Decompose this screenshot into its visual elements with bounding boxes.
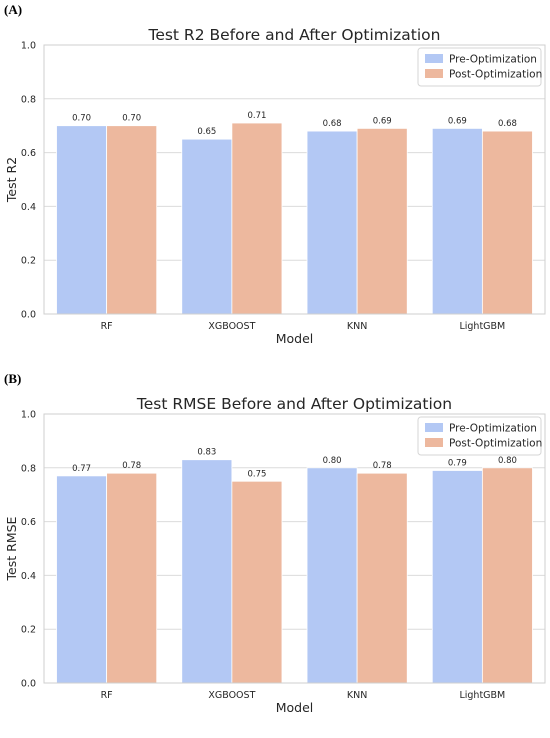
bar-pre-optimization	[56, 475, 108, 684]
bar-value-label: 0.70	[122, 114, 141, 124]
bar-value-label: 0.83	[197, 448, 216, 458]
y-tick-label: 0.6	[21, 148, 36, 159]
bar-post-optimization	[481, 130, 533, 315]
x-tick-label: LightGBM	[459, 690, 505, 701]
plot-frame	[43, 413, 546, 684]
legend-label: Pre-Optimization	[449, 423, 537, 435]
y-tick-label: 1.0	[21, 41, 36, 52]
legend-swatch-pre	[425, 54, 443, 63]
legend-label: Post-Optimization	[449, 69, 542, 81]
x-axis-label: Model	[276, 331, 314, 346]
bar-value-label: 0.70	[72, 114, 91, 124]
legend-label: Post-Optimization	[449, 438, 542, 450]
x-tick-label: XGBOOST	[208, 321, 255, 332]
bar-pre-optimization	[181, 138, 233, 315]
bar-value-label: 0.68	[323, 119, 342, 129]
y-tick-label: 0.6	[21, 517, 36, 528]
bar-value-label: 0.71	[247, 111, 266, 121]
bar-pre-optimization	[431, 470, 483, 684]
legend-swatch-post	[425, 69, 443, 78]
legend-swatch-pre	[425, 423, 443, 432]
y-tick-label: 0.8	[21, 463, 36, 474]
chart-rmse: 0.0 0.2 0.4 0.6 0.8 1.0 0.77 0.78 RF 0.83 0.75 XGBO…	[4, 395, 546, 715]
bar-value-label: 0.78	[122, 461, 141, 471]
y-tick-label: 0.4	[21, 202, 36, 213]
legend: Pre-Optimization Post-Optimization	[417, 416, 542, 456]
bar-value-label: 0.80	[498, 456, 517, 466]
x-tick-label: RF	[101, 321, 113, 332]
chart-title: Test R2 Before and After Optimization	[147, 26, 440, 44]
bar-pre-optimization	[56, 125, 108, 315]
x-tick-label: RF	[101, 690, 113, 701]
bar-pre-optimization	[431, 127, 483, 315]
panel-label: (A)	[4, 2, 23, 17]
plot-frame	[43, 44, 546, 315]
bar-post-optimization	[356, 127, 408, 315]
legend-box	[417, 416, 542, 456]
y-tick-label: 0.0	[21, 310, 36, 321]
y-tick-label: 0.4	[21, 571, 36, 582]
panel-label: (B)	[4, 371, 22, 386]
bar-post-optimization	[106, 125, 158, 315]
legend-box	[417, 47, 542, 87]
panel-b: 0.0 0.2 0.4 0.6 0.8 1.0 0.77 0.78 RF 0.83 0.75 XGBO…	[0, 369, 550, 738]
bar-post-optimization	[356, 472, 408, 684]
y-tick-label: 0.2	[21, 256, 36, 267]
bar-value-label: 0.69	[448, 116, 467, 126]
y-axis-label: Test R2	[4, 157, 19, 203]
legend-label: Pre-Optimization	[449, 54, 537, 66]
y-tick-label: 0.2	[21, 625, 36, 636]
bar-value-label: 0.77	[72, 464, 91, 474]
y-axis-label: Test RMSE	[4, 516, 19, 581]
panel-a: 0.0 0.2 0.4 0.6 0.8 1.0 0.70 0.70 RF 0.65 0.71 XGBO…	[4, 2, 546, 346]
x-tick-label: KNN	[347, 321, 367, 332]
legend-swatch-post	[425, 438, 443, 447]
bar-post-optimization	[106, 472, 158, 684]
bar-post-optimization	[231, 122, 283, 315]
bar-pre-optimization	[306, 467, 358, 684]
y-tick-label: 0.8	[21, 94, 36, 105]
bar-post-optimization	[231, 480, 283, 684]
chart-title: Test RMSE Before and After Optimization	[136, 395, 452, 413]
bar-value-label: 0.75	[247, 469, 266, 479]
y-tick-label: 1.0	[21, 410, 36, 421]
y-tick-label: 0.0	[21, 679, 36, 690]
x-tick-label: KNN	[347, 690, 367, 701]
legend: Pre-Optimization Post-Optimization	[417, 47, 542, 87]
bar-value-label: 0.78	[373, 461, 392, 471]
x-tick-label: XGBOOST	[208, 690, 255, 701]
bar-pre-optimization	[306, 130, 358, 315]
x-tick-label: LightGBM	[459, 321, 505, 332]
chart-r2: 0.0 0.2 0.4 0.6 0.8 1.0 0.70 0.70 RF 0.65 0.71 XGBO…	[4, 26, 546, 346]
bar-value-label: 0.69	[373, 116, 392, 126]
bar-value-label: 0.79	[448, 458, 467, 468]
bar-value-label: 0.80	[323, 456, 342, 466]
bar-pre-optimization	[181, 459, 233, 684]
bar-post-optimization	[481, 467, 533, 684]
x-axis-label: Model	[276, 700, 314, 715]
bar-value-label: 0.65	[197, 127, 216, 137]
bar-value-label: 0.68	[498, 119, 517, 129]
